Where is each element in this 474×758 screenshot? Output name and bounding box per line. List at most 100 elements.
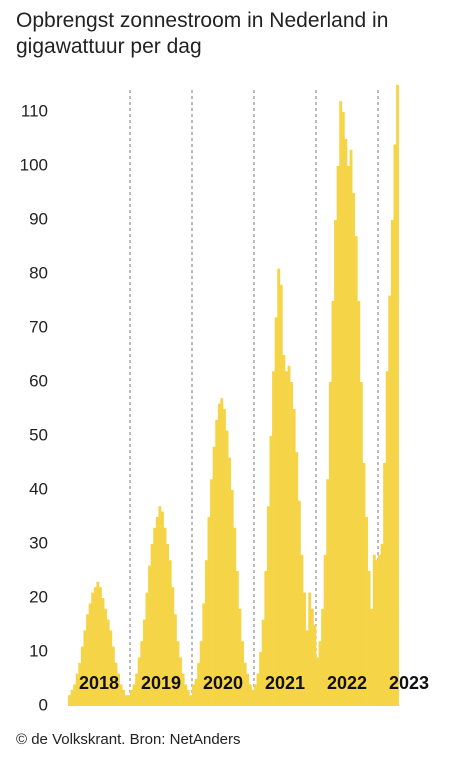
bar xyxy=(184,684,188,706)
bar xyxy=(217,403,221,706)
bar xyxy=(212,446,216,706)
bar xyxy=(305,630,309,706)
bar xyxy=(326,479,330,706)
bar xyxy=(148,565,151,706)
bar xyxy=(261,619,265,706)
bar xyxy=(119,684,123,706)
bar xyxy=(104,608,108,706)
bar xyxy=(362,463,366,706)
bar xyxy=(204,560,208,706)
bar xyxy=(264,571,268,706)
bar xyxy=(96,581,100,706)
bar xyxy=(91,592,95,706)
bar xyxy=(99,587,102,706)
bar xyxy=(166,544,170,706)
bar xyxy=(225,430,229,706)
bar xyxy=(385,371,389,706)
bar xyxy=(197,662,201,706)
x-tick-label: 2022 xyxy=(327,673,367,693)
bar xyxy=(132,684,136,706)
bar xyxy=(122,689,126,706)
bar xyxy=(155,517,159,706)
bar xyxy=(365,517,368,706)
bar xyxy=(396,85,399,706)
y-tick-label: 30 xyxy=(29,533,48,552)
bar xyxy=(313,625,317,706)
bar xyxy=(137,657,141,706)
bar xyxy=(303,592,306,706)
bar xyxy=(161,511,164,706)
bar xyxy=(297,500,301,706)
bar xyxy=(380,544,384,706)
bar xyxy=(349,149,353,707)
bar xyxy=(117,673,120,706)
bar xyxy=(328,382,332,706)
bar xyxy=(259,652,263,706)
bar xyxy=(114,662,118,706)
y-tick-label: 70 xyxy=(29,317,48,336)
x-tick-label: 2020 xyxy=(203,673,243,693)
bar xyxy=(318,641,322,706)
bar xyxy=(370,608,374,706)
bar xyxy=(334,220,337,706)
bar xyxy=(179,657,182,706)
bar xyxy=(176,641,180,706)
y-tick-label: 20 xyxy=(29,587,48,606)
bar xyxy=(354,236,358,706)
y-tick-label: 40 xyxy=(29,479,48,498)
bar xyxy=(347,166,350,706)
bar xyxy=(375,560,379,706)
x-tick-label: 2023 xyxy=(389,673,429,693)
bar xyxy=(181,673,185,706)
bar xyxy=(285,371,288,706)
bar xyxy=(78,662,82,706)
bar xyxy=(321,608,325,706)
bar xyxy=(202,603,206,706)
bar xyxy=(251,689,255,706)
bar xyxy=(223,409,226,706)
bar xyxy=(282,355,286,706)
chart: 0 10 20 30 40 50 60 70 80 90 100 110 2018 2019 2020 202… xyxy=(20,85,429,714)
bar xyxy=(130,689,133,706)
bar xyxy=(388,295,392,706)
bar xyxy=(248,684,252,706)
y-tick-label: 100 xyxy=(20,155,48,174)
y-tick-label: 110 xyxy=(21,101,48,120)
bar xyxy=(378,554,381,706)
bar xyxy=(359,382,363,706)
bar xyxy=(367,571,371,706)
bar xyxy=(124,695,128,706)
bar xyxy=(158,506,162,706)
bar xyxy=(383,463,387,706)
bar xyxy=(215,419,219,706)
bar xyxy=(173,614,177,706)
y-tick-label: 10 xyxy=(29,641,48,660)
bar xyxy=(127,695,131,706)
bar xyxy=(393,144,397,706)
bar xyxy=(246,673,250,706)
y-tick-label: 80 xyxy=(29,263,48,282)
bar xyxy=(75,673,79,706)
bar xyxy=(235,571,239,706)
bar xyxy=(336,166,340,706)
bar xyxy=(73,684,77,706)
bar xyxy=(357,301,361,706)
bar xyxy=(339,101,343,706)
bar xyxy=(192,684,195,706)
bar xyxy=(238,608,242,706)
bar xyxy=(308,592,312,706)
bar xyxy=(295,452,299,706)
bar xyxy=(163,527,167,706)
bar xyxy=(207,517,211,706)
bar xyxy=(274,317,278,706)
bar xyxy=(390,220,394,706)
bar xyxy=(68,695,71,706)
bar xyxy=(101,598,105,706)
bar xyxy=(171,587,175,706)
bar xyxy=(186,689,190,706)
bar xyxy=(300,554,304,706)
bar xyxy=(277,268,281,706)
chart-title: Opbrengst zonnestroom in Nederland in gi… xyxy=(16,9,389,58)
bar xyxy=(83,630,87,706)
